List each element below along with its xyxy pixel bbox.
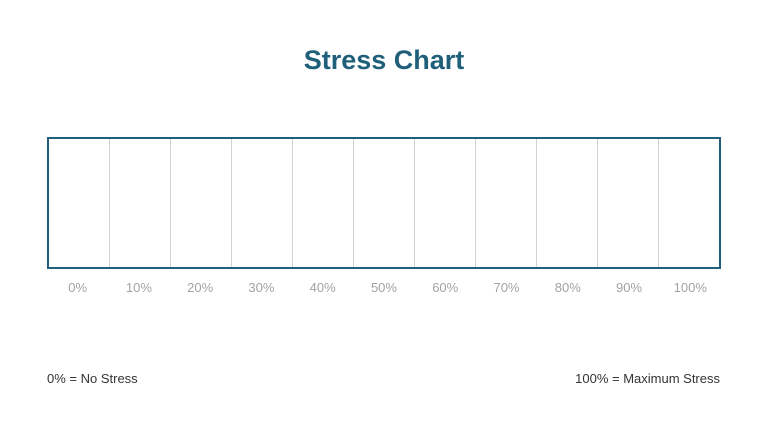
tick-label-100: 100% [673,280,707,295]
scale-cell [293,139,354,267]
tick-label-60: 60% [432,280,459,295]
scale-cell [354,139,415,267]
tick-label-80: 80% [554,280,581,295]
tick-label-0: 0% [68,280,88,295]
scale-cell [232,139,293,267]
scale-cell [49,139,110,267]
page-title: Stress Chart [303,45,465,75]
scale-cell [659,139,719,267]
scale-cell [476,139,537,267]
stress-scale-box [47,137,721,269]
legend-max-note: 100% = Maximum Stress [575,371,720,386]
scale-cell [171,139,232,267]
legend-min-note: 0% = No Stress [47,371,138,386]
tick-label-50: 50% [370,280,397,295]
tick-label-10: 10% [125,280,152,295]
scale-cell [110,139,171,267]
tick-label-70: 70% [493,280,520,295]
tick-label-30: 30% [248,280,275,295]
tick-label-20: 20% [187,280,214,295]
scale-cell [537,139,598,267]
scale-tick-labels: 0% 10% 20% 30% 40% 50% 60% 70% 80% 90% 1… [47,280,721,296]
scale-cell [415,139,476,267]
tick-label-40: 40% [309,280,336,295]
tick-label-90: 90% [616,280,643,295]
scale-cell [598,139,659,267]
